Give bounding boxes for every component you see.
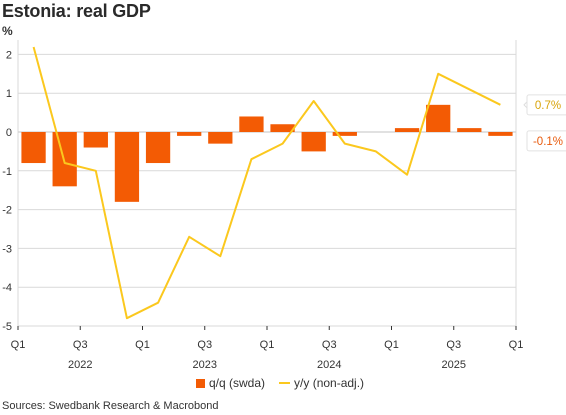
y-tick-label: -2 — [2, 205, 12, 217]
year-label: 2025 — [442, 359, 466, 371]
x-tick-label: Q1 — [260, 339, 275, 351]
bar-qq — [426, 104, 451, 132]
bar-qq — [270, 124, 295, 132]
bar-qq — [83, 132, 108, 148]
y-tick-label: -1 — [2, 166, 12, 178]
x-tick-label: Q3 — [446, 339, 461, 351]
bar-end-label-box — [526, 130, 566, 152]
y-tick-label: 0 — [6, 127, 12, 139]
bar-qq — [301, 132, 326, 152]
x-tick-label: Q1 — [384, 339, 399, 351]
x-tick-label: Q3 — [73, 339, 88, 351]
bar-qq — [332, 132, 357, 136]
axes: 2 1 0 -1 -2 -3 -4 -5 Q1 Q3 Q1 Q3 Q1 Q3 Q1 Q3 Q1 2022 2023 2… — [2, 49, 523, 371]
bar-qq — [239, 116, 264, 132]
bar-qq — [145, 132, 171, 164]
legend-line-swatch — [279, 382, 291, 384]
y-tick-label: 2 — [6, 49, 12, 61]
line-yy — [32, 46, 501, 320]
x-tick-label: Q1 — [509, 339, 524, 351]
y-axis-unit: % — [2, 24, 13, 38]
line-end-label-box — [526, 94, 566, 116]
line-series — [32, 46, 501, 320]
bar-series — [21, 104, 513, 202]
gridlines — [17, 40, 517, 327]
bar-qq — [177, 132, 202, 136]
y-tick-label: -3 — [2, 243, 12, 255]
year-label: 2024 — [317, 359, 341, 371]
y-tick-label: 1 — [6, 88, 12, 100]
bar-qq — [114, 132, 140, 202]
year-label: 2023 — [193, 359, 217, 371]
y-tick-label: -4 — [2, 282, 12, 294]
end-labels: 0.7% -0.1% — [523, 94, 566, 152]
x-tick-label: Q3 — [197, 339, 212, 351]
bar-qq — [394, 128, 420, 132]
legend-line-label: y/y (non-adj.) — [294, 376, 365, 390]
source-note: Sources: Swedbank Research & Macrobond — [2, 400, 219, 412]
bar-qq — [21, 132, 46, 164]
year-label: 2022 — [68, 359, 92, 371]
legend-bar-swatch — [196, 378, 205, 388]
x-tick-label: Q3 — [322, 339, 337, 351]
x-tick-label: Q1 — [11, 339, 26, 351]
x-tick-label: Q1 — [135, 339, 150, 351]
legend-bar-label: q/q (swda) — [209, 376, 266, 390]
line-end-label: 0.7% — [535, 100, 561, 112]
legend: q/q (swda) y/y (non-adj.) — [196, 376, 364, 390]
chart-title: Estonia: real GDP — [2, 1, 151, 21]
bar-qq — [488, 132, 513, 136]
bar-qq — [457, 128, 482, 132]
bar-end-label: -0.1% — [533, 136, 563, 148]
bar-qq — [208, 132, 233, 144]
y-tick-label: -5 — [2, 321, 12, 333]
